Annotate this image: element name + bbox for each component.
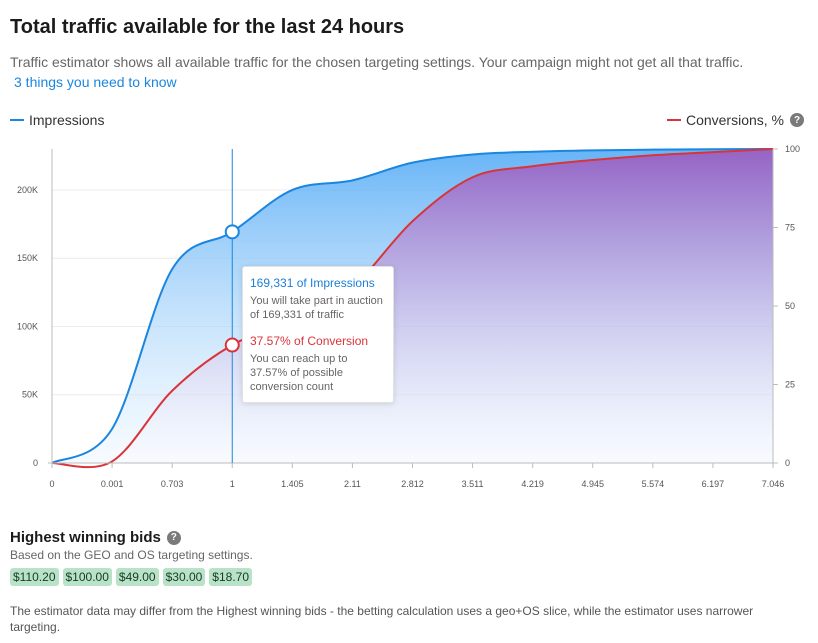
x-tick-label: 4.945: [581, 479, 604, 489]
y-right-tick-label: 0: [785, 458, 790, 468]
tooltip-conversion-text: You can reach up to 37.57% of possible c…: [250, 353, 348, 393]
x-tick-label: 0.703: [161, 479, 184, 489]
impressions-legend-swatch: [10, 119, 24, 121]
y-left-tick-label: 150K: [17, 253, 38, 263]
conversions-point: [224, 337, 240, 353]
x-tick-label: 0: [49, 479, 54, 489]
x-tick-label: 5.574: [642, 479, 665, 489]
x-tick-label: 0.001: [101, 479, 124, 489]
bids-section-subtitle: Based on the GEO and OS targeting settin…: [10, 548, 253, 562]
conversions-help-icon[interactable]: ?: [790, 113, 804, 127]
x-tick-label: 1: [230, 479, 235, 489]
page-subtitle: Traffic estimator shows all available tr…: [10, 54, 744, 70]
tooltip-conversion-title: 37.57% of Conversion: [250, 334, 369, 348]
chart-tooltip: 169,331 of Impressions You will take par…: [242, 266, 394, 403]
impressions-legend[interactable]: Impressions: [10, 112, 104, 128]
bid-chip: $100.00: [62, 568, 112, 586]
bids-section-title: Highest winning bids ?: [10, 529, 181, 546]
y-left-tick-label: 0: [33, 458, 38, 468]
y-right-tick-label: 100: [785, 144, 800, 154]
conversions-legend-label: Conversions, %: [685, 112, 784, 128]
things-to-know-link[interactable]: 3 things you need to know: [14, 74, 177, 90]
tooltip-impressions-text: You will take part in auction of 169,331…: [250, 295, 383, 321]
impressions-point: [224, 224, 240, 240]
y-left-tick-label: 200K: [17, 185, 38, 195]
y-right-tick-label: 25: [785, 380, 795, 390]
conversions-legend-swatch: [666, 119, 681, 121]
conversions-line: [51, 148, 774, 469]
page-title: Total traffic available for the last 24 …: [10, 16, 405, 38]
traffic-chart[interactable]: 0 50K 100K 150K 200K 0 25 50 75 100 0 0.001 0.703 1 1.…: [0, 140, 818, 500]
y-left-tick-label: 50K: [22, 390, 38, 400]
y-right-tick-label: 75: [785, 223, 795, 233]
bid-chip: $18.70: [209, 568, 252, 586]
conversions-legend[interactable]: Conversions, % ?: [666, 112, 804, 128]
bid-chip: $49.00: [115, 568, 159, 586]
tooltip-impressions-title: 169,331 of Impressions: [250, 276, 375, 290]
x-tick-label: 4.219: [521, 479, 544, 489]
chart-axes: 0 50K 100K 150K 200K 0 25 50 75 100 0 0.001 0.703 1 1.…: [17, 144, 800, 489]
bids-help-icon[interactable]: ?: [166, 530, 181, 545]
x-tick-label: 2.812: [401, 479, 424, 489]
bid-chip: $30.00: [162, 568, 206, 586]
x-tick-label: 7.046: [762, 479, 785, 489]
estimator-footnote: The estimator data may differ from the H…: [10, 604, 754, 634]
bid-chip: $110.20: [10, 568, 59, 586]
bids-list: $110.20 $100.00 $49.00 $30.00 $18.70: [10, 568, 252, 586]
chart-markers[interactable]: [224, 149, 240, 463]
bids-title-label: Highest winning bids: [10, 529, 161, 546]
x-tick-label: 1.405: [281, 479, 304, 489]
impressions-legend-label: Impressions: [29, 112, 105, 128]
y-left-tick-label: 100K: [17, 321, 38, 331]
y-right-tick-label: 50: [785, 301, 795, 311]
x-tick-label: 6.197: [702, 479, 725, 489]
x-tick-label: 2.11: [344, 479, 361, 489]
x-tick-label: 3.511: [462, 479, 484, 489]
impressions-line: [51, 148, 774, 464]
